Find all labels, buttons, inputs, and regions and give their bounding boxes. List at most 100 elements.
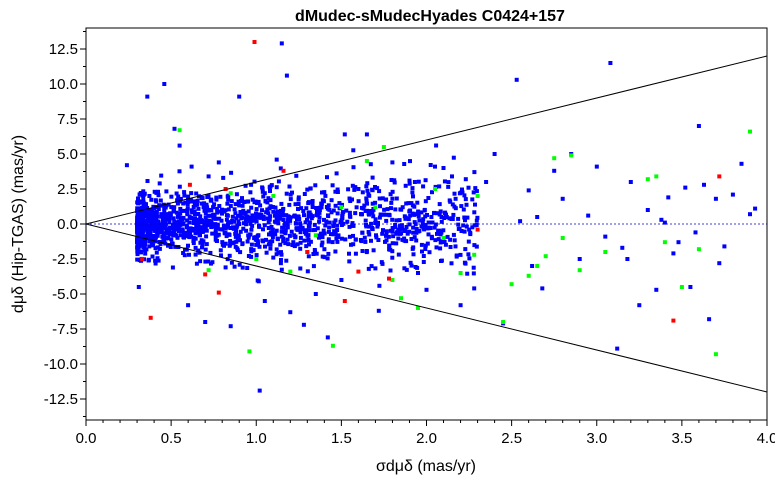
data-point-series-1 bbox=[215, 206, 220, 211]
data-point-series-1 bbox=[472, 223, 477, 228]
data-point-series-1 bbox=[408, 260, 413, 265]
data-point-series-1 bbox=[409, 237, 414, 241]
data-point-series-1 bbox=[429, 236, 434, 241]
data-point-series-1 bbox=[195, 198, 200, 203]
data-point-series-1 bbox=[370, 201, 375, 206]
data-point-series-1 bbox=[159, 214, 164, 219]
data-point-series-1 bbox=[305, 269, 310, 274]
data-point-series-1 bbox=[373, 217, 378, 222]
data-point-series-1 bbox=[278, 166, 283, 171]
data-point-series-1 bbox=[285, 237, 290, 242]
y-tick-label: 5.0 bbox=[57, 146, 78, 163]
data-point-series-1 bbox=[224, 217, 229, 222]
data-point-series-1 bbox=[390, 255, 395, 260]
data-point-series-1 bbox=[248, 190, 253, 195]
data-point-series-1 bbox=[342, 132, 347, 137]
data-point-series-1 bbox=[186, 303, 191, 308]
data-point-series-1 bbox=[226, 197, 231, 202]
data-point-series-1 bbox=[312, 222, 317, 227]
data-point-series-1 bbox=[340, 212, 345, 216]
data-point-series-1 bbox=[268, 246, 273, 251]
data-point-series-1 bbox=[453, 196, 458, 201]
data-point-series-1 bbox=[451, 212, 456, 217]
data-point-series-1 bbox=[274, 210, 279, 215]
data-point-series-1 bbox=[238, 250, 243, 255]
data-point-series-1 bbox=[266, 211, 271, 216]
data-point-series-1 bbox=[179, 216, 184, 221]
data-point-series-1 bbox=[403, 216, 408, 221]
data-point-series-2 bbox=[330, 343, 335, 348]
data-point-series-1 bbox=[146, 258, 151, 263]
data-point-series-1 bbox=[276, 212, 281, 217]
upper-envelope-line bbox=[85, 55, 768, 225]
data-point-series-1 bbox=[198, 220, 203, 225]
data-point-series-1 bbox=[329, 210, 334, 215]
data-point-series-1 bbox=[400, 237, 405, 242]
data-point-series-1 bbox=[377, 189, 382, 194]
data-point-series-1 bbox=[174, 233, 179, 238]
data-point-series-1 bbox=[281, 218, 286, 222]
data-point-series-1 bbox=[151, 222, 156, 227]
data-point-series-1 bbox=[306, 254, 311, 259]
data-point-series-1 bbox=[400, 205, 405, 210]
data-point-series-1 bbox=[140, 216, 145, 221]
data-point-series-1 bbox=[156, 193, 161, 198]
data-point-series-1 bbox=[452, 191, 457, 196]
data-point-series-1 bbox=[243, 212, 248, 217]
data-point-series-1 bbox=[136, 219, 141, 224]
data-point-series-1 bbox=[540, 286, 545, 291]
data-point-series-1 bbox=[189, 199, 194, 204]
data-point-series-1 bbox=[213, 228, 218, 233]
data-point-series-1 bbox=[169, 237, 174, 242]
data-point-series-1 bbox=[237, 262, 242, 267]
data-point-series-1 bbox=[451, 232, 456, 237]
data-point-series-1 bbox=[176, 224, 181, 229]
data-point-series-1 bbox=[236, 213, 240, 218]
data-point-series-1 bbox=[192, 209, 197, 214]
data-point-series-1 bbox=[305, 217, 309, 222]
data-point-series-1 bbox=[424, 287, 429, 292]
data-point-series-1 bbox=[161, 233, 166, 237]
data-point-series-1 bbox=[388, 268, 393, 273]
data-point-series-1 bbox=[353, 251, 358, 256]
data-point-series-1 bbox=[189, 164, 194, 169]
data-point-series-1 bbox=[141, 219, 146, 224]
data-point-series-1 bbox=[224, 213, 229, 218]
data-point-series-2 bbox=[247, 349, 252, 354]
data-point-series-1 bbox=[332, 229, 337, 234]
data-point-series-1 bbox=[552, 168, 557, 173]
data-point-series-1 bbox=[369, 209, 374, 213]
data-point-series-1 bbox=[415, 265, 420, 270]
data-point-series-1 bbox=[159, 222, 164, 227]
data-point-series-1 bbox=[200, 242, 205, 247]
data-point-series-1 bbox=[254, 207, 259, 212]
data-point-series-1 bbox=[185, 208, 190, 213]
data-point-series-1 bbox=[236, 199, 241, 204]
data-point-series-1 bbox=[194, 219, 199, 224]
data-point-series-1 bbox=[162, 239, 167, 244]
data-point-series-1 bbox=[387, 243, 392, 248]
data-point-series-1 bbox=[462, 215, 467, 220]
data-point-series-1 bbox=[407, 178, 412, 183]
data-point-series-1 bbox=[181, 251, 186, 255]
data-point-series-1 bbox=[234, 192, 239, 197]
data-point-series-1 bbox=[238, 199, 243, 203]
data-point-series-1 bbox=[433, 184, 438, 189]
data-point-series-1 bbox=[371, 248, 376, 253]
data-point-series-1 bbox=[383, 239, 387, 244]
data-point-series-2 bbox=[416, 306, 420, 310]
data-point-series-1 bbox=[426, 232, 431, 237]
data-point-series-1 bbox=[676, 240, 681, 245]
data-point-series-1 bbox=[484, 180, 489, 184]
data-point-series-1 bbox=[235, 234, 240, 239]
data-point-series-1 bbox=[206, 213, 211, 218]
data-point-series-1 bbox=[683, 185, 688, 190]
data-point-series-1 bbox=[416, 214, 421, 219]
data-point-series-1 bbox=[228, 239, 233, 243]
data-point-series-1 bbox=[330, 183, 335, 188]
data-point-series-1 bbox=[334, 171, 339, 176]
data-point-series-1 bbox=[696, 124, 701, 128]
data-point-series-1 bbox=[164, 189, 169, 194]
y-axis-label: dμδ (Hip-TGAS) (mas/yr) bbox=[10, 135, 27, 313]
data-point-series-1 bbox=[187, 220, 192, 225]
